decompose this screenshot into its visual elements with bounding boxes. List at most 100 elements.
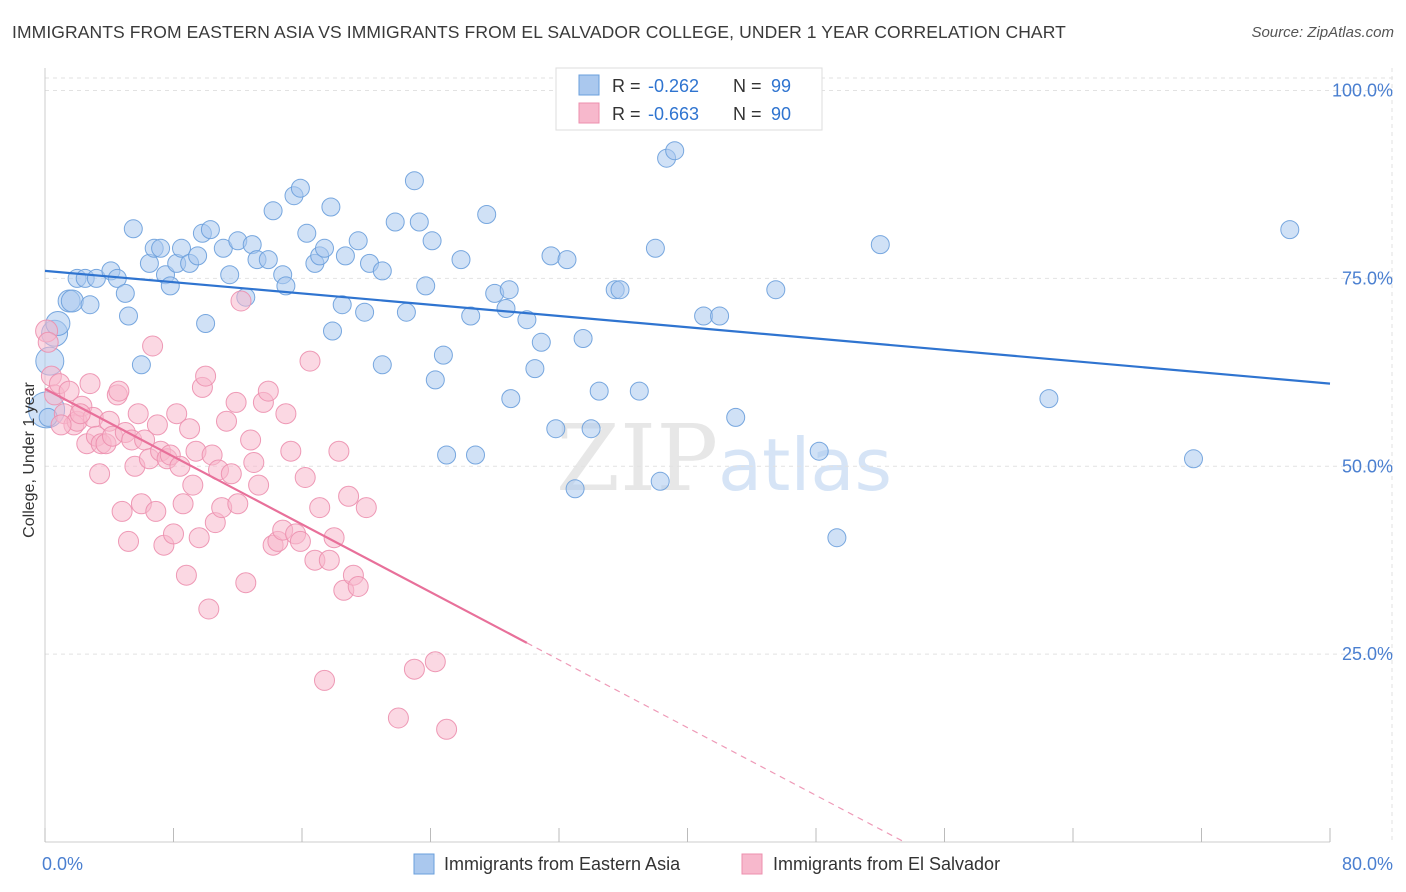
eastern-asia-point-64 bbox=[477, 205, 497, 224]
legend-swatch-blue bbox=[578, 74, 600, 96]
eastern-asia-point-48 bbox=[355, 302, 375, 322]
x-tick-label-1: 80.0% bbox=[1342, 854, 1393, 874]
eastern-asia-point-85 bbox=[665, 141, 685, 161]
el-salvador-point-74 bbox=[309, 497, 331, 519]
eastern-asia-point-57 bbox=[422, 231, 442, 251]
eastern-asia-point-58 bbox=[425, 370, 445, 390]
eastern-asia-point-46 bbox=[332, 295, 352, 315]
eastern-asia-point-72 bbox=[541, 246, 561, 266]
axes bbox=[44, 68, 1331, 843]
el-salvador-point-59 bbox=[240, 429, 262, 451]
eastern-asia-point-83 bbox=[650, 471, 670, 491]
eastern-asia-point-93 bbox=[870, 235, 890, 255]
eastern-asia-point-69 bbox=[517, 310, 537, 330]
el-salvador-point-37 bbox=[163, 523, 184, 545]
eastern-asia-point-66 bbox=[496, 299, 516, 318]
eastern-asia-point-94 bbox=[1039, 389, 1059, 409]
eastern-asia-point-47 bbox=[348, 231, 368, 251]
legend-bottom-swatch-blue bbox=[413, 853, 435, 875]
eastern-asia-point-78 bbox=[589, 381, 609, 401]
legend-r-label-pink: R = bbox=[612, 104, 641, 124]
legend-r-value-blue: -0.262 bbox=[648, 76, 699, 96]
eastern-asia-point-28 bbox=[220, 265, 240, 285]
tick-labels: 25.0% 50.0% 75.0% 100.0% 0.0% 80.0% bbox=[42, 81, 1393, 874]
eastern-asia-point-38 bbox=[290, 178, 310, 198]
chart-source: Source: ZipAtlas.com bbox=[1251, 24, 1394, 41]
trend-line-el-salvador-extension bbox=[526, 642, 905, 843]
el-salvador-point-71 bbox=[294, 467, 316, 488]
eastern-asia-point-11 bbox=[115, 283, 135, 303]
eastern-asia-point-70 bbox=[525, 359, 545, 379]
eastern-asia-point-56 bbox=[416, 276, 436, 296]
el-salvador-point-21 bbox=[111, 500, 133, 522]
eastern-asia-point-95 bbox=[1184, 449, 1203, 469]
el-salvador-point-85 bbox=[403, 658, 425, 680]
eastern-asia-point-75 bbox=[565, 479, 585, 499]
eastern-asia-point-74 bbox=[557, 250, 577, 270]
el-salvador-point-48 bbox=[198, 598, 220, 620]
eastern-asia-point-33 bbox=[258, 250, 278, 270]
chart-title: IMMIGRANTS FROM EASTERN ASIA VS IMMIGRAN… bbox=[12, 22, 1066, 42]
el-salvador-point-41 bbox=[175, 564, 197, 586]
eastern-asia-point-5 bbox=[60, 289, 84, 313]
eastern-asia-point-62 bbox=[461, 306, 481, 326]
eastern-asia-point-55 bbox=[409, 212, 429, 232]
eastern-asia-point-50 bbox=[372, 261, 392, 281]
eastern-asia-point-51 bbox=[372, 355, 392, 375]
eastern-asia-point-52 bbox=[385, 212, 405, 232]
el-salvador-point-84 bbox=[387, 707, 409, 729]
el-salvador-point-78 bbox=[328, 440, 350, 462]
x-tick-label-0: 0.0% bbox=[42, 854, 83, 874]
legend-n-label-pink: N = bbox=[733, 104, 762, 124]
eastern-asia-point-92 bbox=[827, 528, 847, 548]
el-salvador-point-57 bbox=[230, 290, 252, 312]
eastern-asia-point-89 bbox=[726, 407, 746, 427]
y-tick-label-3: 100.0% bbox=[1332, 81, 1393, 101]
eastern-asia-point-76 bbox=[573, 329, 593, 348]
el-salvador-point-32 bbox=[146, 414, 168, 436]
eastern-asia-point-82 bbox=[645, 238, 665, 258]
eastern-asia-point-81 bbox=[629, 381, 649, 401]
watermark-atlas: atlas bbox=[718, 423, 892, 507]
el-salvador-point-75 bbox=[314, 669, 335, 691]
el-salvador-point-83 bbox=[355, 497, 377, 519]
eastern-asia-point-90 bbox=[766, 280, 786, 300]
el-salvador-point-67 bbox=[275, 403, 297, 425]
watermark-zip: ZIP bbox=[556, 405, 718, 512]
el-salvador-point-61 bbox=[248, 474, 270, 496]
legend-n-value-blue: 99 bbox=[771, 76, 791, 96]
legend-bottom-swatch-pink bbox=[741, 853, 763, 875]
y-tick-label-0: 25.0% bbox=[1342, 644, 1393, 664]
y-tick-label-2: 75.0% bbox=[1342, 268, 1393, 288]
el-salvador-point-86 bbox=[424, 651, 446, 673]
eastern-asia-point-60 bbox=[437, 445, 457, 465]
eastern-asia-point-53 bbox=[396, 302, 416, 322]
el-salvador-point-63 bbox=[257, 380, 279, 402]
legend-r-value-pink: -0.663 bbox=[648, 104, 699, 124]
el-salvador-point-31 bbox=[145, 500, 167, 522]
el-salvador-point-42 bbox=[179, 418, 201, 440]
eastern-asia-point-91 bbox=[809, 441, 829, 461]
el-salvador-point-30 bbox=[142, 335, 164, 357]
el-salvador-point-58 bbox=[235, 572, 257, 594]
eastern-asia-point-68 bbox=[501, 389, 521, 409]
eastern-asia-point-12 bbox=[119, 306, 138, 326]
eastern-asia-point-43 bbox=[321, 197, 341, 217]
eastern-asia-point-21 bbox=[172, 238, 191, 258]
eastern-asia-point-26 bbox=[196, 314, 216, 333]
trend-line-el-salvador bbox=[44, 387, 528, 644]
el-salvador-point-82 bbox=[347, 576, 369, 597]
el-salvador-point-56 bbox=[227, 493, 249, 515]
el-salvador-point-87 bbox=[436, 718, 458, 740]
eastern-asia-point-88 bbox=[710, 306, 730, 326]
eastern-asia-point-73 bbox=[546, 419, 566, 439]
el-salvador-point-60 bbox=[243, 452, 265, 473]
series-el-salvador bbox=[35, 290, 458, 740]
legend-r-label-blue: R = bbox=[612, 76, 641, 96]
legend-bottom-label-blue: Immigrants from Eastern Asia bbox=[444, 854, 681, 874]
el-salvador-point-38 bbox=[166, 403, 188, 425]
y-axis-label: College, Under 1 year bbox=[21, 382, 38, 538]
el-salvador-point-23 bbox=[118, 530, 139, 552]
el-salvador-point-54 bbox=[220, 463, 242, 485]
eastern-asia-point-54 bbox=[404, 171, 424, 191]
